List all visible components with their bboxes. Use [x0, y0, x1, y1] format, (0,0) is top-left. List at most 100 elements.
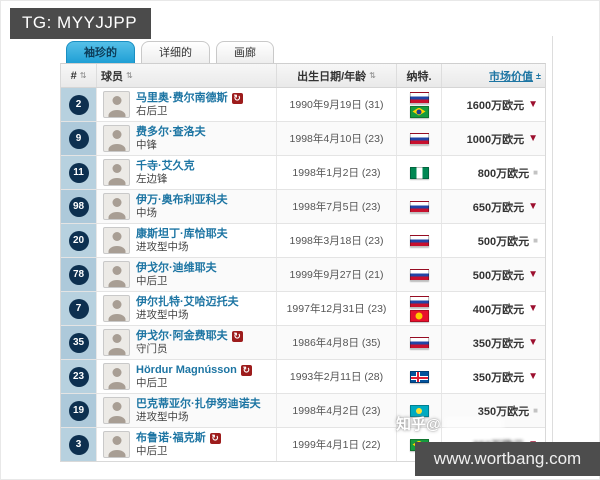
market-value-text: 350万欧元 — [477, 405, 530, 418]
jersey-number-badge: 11 — [68, 162, 89, 183]
tab-detailed[interactable]: 详细的 — [141, 41, 210, 63]
header-market-value[interactable]: 市场价值 ± — [442, 64, 545, 87]
birth-date-cell: 1986年4月8日 (35) — [277, 326, 397, 359]
header-number[interactable]: # ⇅ — [61, 64, 97, 87]
sort-icon: ⇅ — [369, 71, 376, 80]
market-value-cell: 650万欧元 ▼ — [442, 190, 545, 223]
player-name-link[interactable]: 马里奥·费尔南德斯 — [136, 91, 228, 104]
flag-ru-icon — [409, 91, 429, 104]
flag-ru-icon — [409, 234, 429, 247]
footer-url-bar: www.wortbang.com — [415, 442, 600, 476]
player-name-link[interactable]: 费多尔·查洛夫 — [136, 125, 206, 138]
jersey-number-cell: 3 — [61, 428, 97, 461]
player-position: 左边锋 — [136, 172, 168, 185]
jersey-number-badge: 2 — [68, 94, 89, 115]
squad-table: # ⇅ 球员 ⇅ 出生日期/年龄 ⇅ 纳特. 市场价值 ± 2 — [60, 63, 546, 462]
sort-icon: ⇅ — [79, 71, 87, 80]
player-name-link[interactable]: Hördur Magnússon — [136, 363, 237, 376]
market-value-cell: 1600万欧元 ▼ — [442, 88, 545, 121]
player-info: 伊万·奥布利亚科夫 中场 — [136, 194, 228, 220]
trend-down-icon: ▼ — [528, 200, 538, 212]
table-row: 78 伊戈尔·迪维耶夫 中后卫 1999年9月27日 (21) 500万欧元 ▼ — [61, 258, 545, 292]
market-value-cell: 1000万欧元 ▼ — [442, 122, 545, 155]
player-photo[interactable] — [103, 329, 130, 356]
header-player-label: 球员 — [101, 70, 123, 83]
nationality-cell — [397, 394, 442, 427]
flag-br-icon — [409, 105, 429, 118]
player-cell: 马里奥·费尔南德斯 ↻ 右后卫 — [97, 88, 277, 121]
player-position: 中锋 — [136, 138, 157, 151]
red-badge-icon: ↻ — [209, 432, 221, 444]
jersey-number-badge: 23 — [68, 366, 89, 387]
player-name-link[interactable]: 巴克蒂亚尔·扎伊努迪诺夫 — [136, 397, 261, 410]
player-name-link[interactable]: 伊万·奥布利亚科夫 — [136, 193, 228, 206]
flag-kz-icon — [409, 404, 429, 417]
player-info: 康斯坦丁·库恰耶夫 进攻型中场 — [136, 228, 228, 254]
player-name-link[interactable]: 伊戈尔·迪维耶夫 — [136, 261, 217, 274]
player-photo[interactable] — [103, 193, 130, 220]
jersey-number-badge: 7 — [68, 298, 89, 319]
flag-ru-icon — [409, 295, 429, 308]
jersey-number-cell: 9 — [61, 122, 97, 155]
player-photo[interactable] — [103, 91, 130, 118]
player-photo[interactable] — [103, 295, 130, 322]
flag-ru-icon — [409, 200, 429, 213]
market-value-cell: 350万欧元 ■ — [442, 394, 545, 427]
market-value-link[interactable]: 市场价值 — [489, 70, 534, 83]
player-info: 巴克蒂亚尔·扎伊努迪诺夫 进攻型中场 — [136, 398, 261, 424]
red-badge-icon: ↻ — [240, 364, 252, 376]
player-cell: 伊尔扎特·艾哈迈托夫 进攻型中场 — [97, 292, 277, 325]
trend-flat-icon: ■ — [533, 405, 538, 415]
player-photo[interactable] — [103, 227, 130, 254]
player-name-link[interactable]: 布鲁诺·福克斯 — [136, 431, 206, 444]
jersey-number-badge: 9 — [68, 128, 89, 149]
player-photo[interactable] — [103, 159, 130, 186]
player-photo[interactable] — [103, 261, 130, 288]
player-position: 中后卫 — [136, 274, 168, 287]
jersey-number-cell: 23 — [61, 360, 97, 393]
tab-gallery[interactable]: 画廊 — [216, 41, 274, 63]
table-row: 23 Hördur Magnússon ↻ 中后卫 1993年2月11日 (28… — [61, 360, 545, 394]
header-birth[interactable]: 出生日期/年龄 ⇅ — [277, 64, 397, 87]
flag-ru-icon — [409, 132, 429, 145]
player-photo[interactable] — [103, 125, 130, 152]
flag-ru-icon — [409, 268, 429, 281]
nationality-cell — [397, 326, 442, 359]
jersey-number-cell: 19 — [61, 394, 97, 427]
header-player[interactable]: 球员 ⇅ — [97, 64, 277, 87]
player-cell: 巴克蒂亚尔·扎伊努迪诺夫 进攻型中场 — [97, 394, 277, 427]
player-name-link[interactable]: 千寺·艾久克 — [136, 159, 195, 172]
player-name-link[interactable]: 康斯坦丁·库恰耶夫 — [136, 227, 228, 240]
birth-date-cell: 1999年4月1日 (22) — [277, 428, 397, 461]
nationality-cell — [397, 156, 442, 189]
player-photo[interactable] — [103, 431, 130, 458]
table-row: 9 费多尔·查洛夫 中锋 1998年4月10日 (23) 1000万欧元 ▼ — [61, 122, 545, 156]
tab-bar: 袖珍的 详细的 画廊 — [60, 40, 546, 63]
nationality-cell — [397, 190, 442, 223]
jersey-number-cell: 2 — [61, 88, 97, 121]
header-number-label: # — [70, 69, 77, 82]
player-photo[interactable] — [103, 363, 130, 390]
jersey-number-badge: 35 — [68, 332, 89, 353]
table-row: 7 伊尔扎特·艾哈迈托夫 进攻型中场 1997年12月31日 (23) 400万… — [61, 292, 545, 326]
jersey-number-badge: 20 — [68, 230, 89, 251]
player-info: Hördur Magnússon ↻ 中后卫 — [136, 364, 252, 390]
market-value-cell: 350万欧元 ▼ — [442, 326, 545, 359]
player-name-link[interactable]: 伊戈尔·阿金费耶夫 — [136, 329, 228, 342]
player-position: 进攻型中场 — [136, 308, 189, 321]
jersey-number-cell: 20 — [61, 224, 97, 257]
tab-compact[interactable]: 袖珍的 — [66, 41, 135, 63]
birth-date-cell: 1998年3月18日 (23) — [277, 224, 397, 257]
player-name-link[interactable]: 伊尔扎特·艾哈迈托夫 — [136, 295, 239, 308]
player-info: 伊尔扎特·艾哈迈托夫 进攻型中场 — [136, 296, 239, 322]
player-cell: 康斯坦丁·库恰耶夫 进攻型中场 — [97, 224, 277, 257]
birth-date-cell: 1998年4月10日 (23) — [277, 122, 397, 155]
birth-date-cell: 1999年9月27日 (21) — [277, 258, 397, 291]
market-value-text: 350万欧元 — [472, 337, 525, 350]
market-value-text: 1000万欧元 — [466, 133, 525, 146]
player-position: 守门员 — [136, 342, 168, 355]
birth-date-cell: 1997年12月31日 (23) — [277, 292, 397, 325]
trend-down-icon: ▼ — [528, 132, 538, 144]
player-photo[interactable] — [103, 397, 130, 424]
